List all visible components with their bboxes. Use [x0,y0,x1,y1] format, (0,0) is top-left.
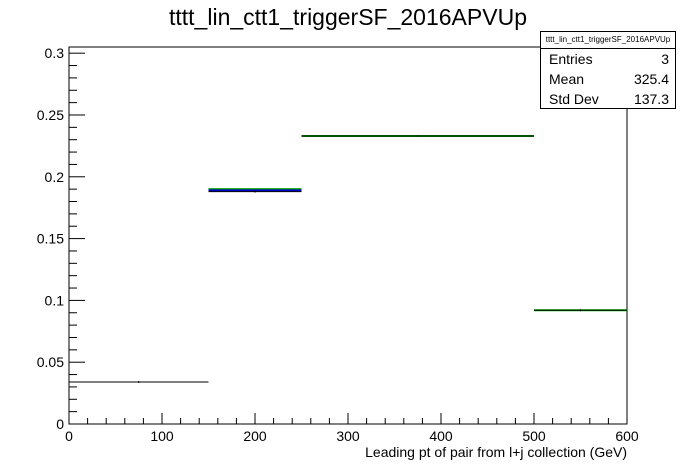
stats-row-entries: Entries 3 [541,49,675,69]
y-tick-label: 0.05 [37,354,64,370]
stats-value: 325.4 [633,71,669,87]
y-tick-label: 0.25 [37,107,64,123]
stats-row-mean: Mean 325.4 [541,69,675,89]
y-tick-label: 0 [56,416,64,432]
chart-title: tttt_lin_ctt1_triggerSF_2016APVUp [169,4,527,30]
y-tick-label: 0.1 [45,292,65,308]
y-tick-label: 0.2 [45,169,65,185]
stats-label: Entries [549,51,593,67]
stats-label: Mean [549,71,585,87]
x-tick-label: 0 [65,428,73,444]
x-tick-label: 400 [429,428,453,444]
x-tick-label: 600 [615,428,639,444]
stats-value: 3 [661,51,669,67]
x-axis-label: Leading pt of pair from l+j collection (… [365,444,627,460]
stats-value: 137.3 [633,91,669,107]
y-tick-label: 0.3 [45,45,65,61]
x-tick-label: 200 [243,428,267,444]
x-tick-label: 100 [150,428,174,444]
y-tick-label: 0.15 [37,231,64,247]
stats-label: Std Dev [549,91,599,107]
stats-row-stddev: Std Dev 137.3 [541,89,675,109]
stats-box-title: tttt_lin_ctt1_triggerSF_2016APVUp [541,32,675,49]
x-tick-label: 500 [522,428,546,444]
stats-box: tttt_lin_ctt1_triggerSF_2016APVUp Entrie… [540,31,676,109]
x-tick-label: 300 [336,428,360,444]
